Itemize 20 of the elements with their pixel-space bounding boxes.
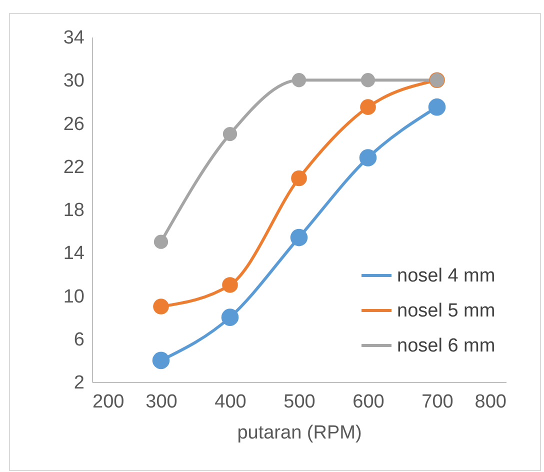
- x-axis-title: putaran (RPM): [237, 422, 362, 444]
- y-tick-label: 26: [63, 114, 84, 135]
- y-tick-label: 14: [63, 243, 85, 264]
- y-tick-label: 10: [63, 286, 84, 308]
- y-tick-label: 18: [63, 200, 84, 221]
- x-tick-label: 700: [422, 392, 454, 412]
- legend-label: nosel 5 mm: [397, 300, 496, 322]
- legend-label: nosel 4 mm: [397, 266, 496, 286]
- x-tick-label: 300: [146, 392, 178, 412]
- x-tick-label: 200: [92, 392, 124, 412]
- x-tick-label: 800: [474, 392, 506, 412]
- y-tick-label: 6: [74, 329, 84, 350]
- y-tick-label: 34: [63, 28, 85, 48]
- x-tick-label: 500: [284, 392, 316, 412]
- x-tick-label: 600: [352, 392, 384, 412]
- y-tick-label: 2: [74, 372, 84, 394]
- y-tick-label: 22: [63, 156, 84, 178]
- legend-label: nosel 6 mm: [397, 336, 496, 356]
- x-tick-label: 400: [214, 392, 246, 412]
- y-tick-label: 30: [63, 70, 84, 92]
